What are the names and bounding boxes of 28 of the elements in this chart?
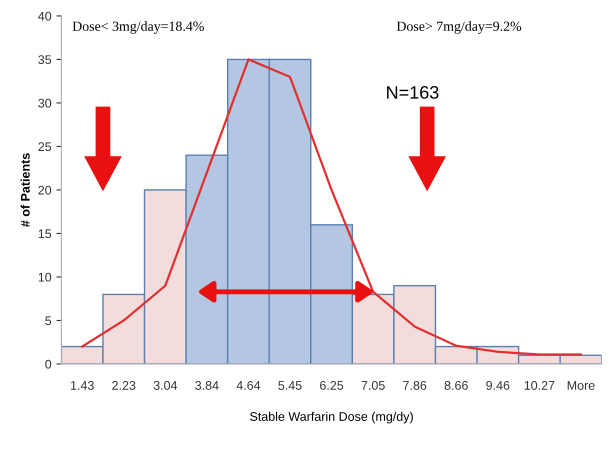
x-tick-label: More (568, 381, 595, 390)
y-tick-label: 5 (45, 316, 52, 326)
annotation: Dose> 7mg/day=9.2% (396, 21, 522, 34)
line-series (81, 58, 582, 356)
x-tick-label: 3.04 (154, 380, 178, 390)
y-tick-label: 35 (38, 55, 52, 64)
x-tick-label: 2.23 (112, 380, 136, 390)
y-axis-title: # of Patients (20, 153, 30, 227)
annotation: Dose< 3mg/day=18.4% (72, 21, 204, 34)
x-tick-label: 10.27 (524, 380, 554, 390)
y-tick-label: 15 (38, 229, 52, 238)
y-tick-label: 40 (38, 12, 52, 21)
x-tick-label: 6.25 (320, 380, 344, 390)
x-tick-label: 4.64 (236, 380, 260, 390)
x-tick-label: 8.66 (444, 380, 468, 390)
y-tick-label: 30 (38, 98, 52, 108)
y-tick-label: 20 (38, 186, 52, 195)
x-tick-label: 7.86 (403, 380, 426, 390)
x-axis-title: Stable Warfarin Dose (mg/dy) (250, 412, 413, 424)
x-tick-label: 7.05 (362, 380, 385, 390)
x-tick-label: 1.43 (70, 380, 94, 390)
y-tick-label: 0 (45, 360, 52, 369)
x-tick-label: 5.45 (278, 381, 302, 390)
x-tick-label: 9.46 (486, 380, 510, 390)
x-tick-label: 3.84 (195, 380, 219, 390)
y-tick-label: 10 (38, 272, 52, 282)
annotation: N=163 (387, 86, 439, 99)
y-tick-label: 25 (38, 142, 52, 152)
